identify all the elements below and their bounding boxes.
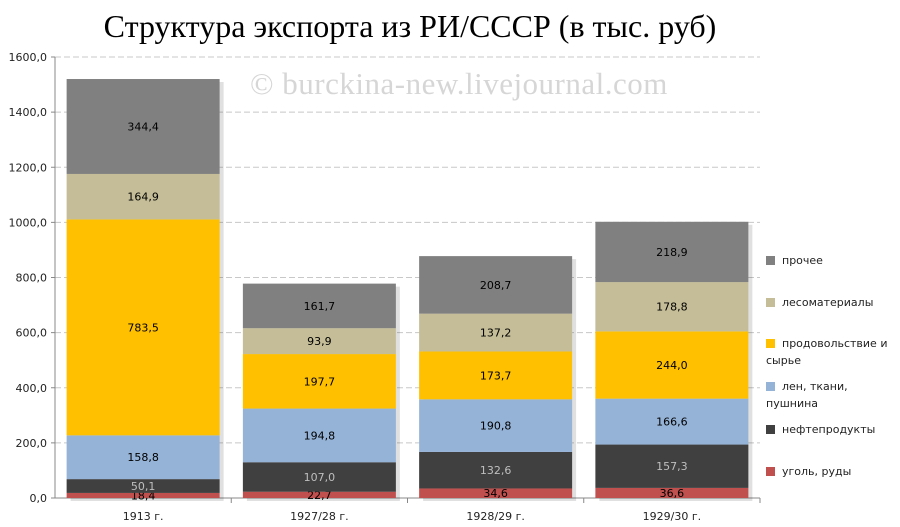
bar-segment (419, 313, 573, 352)
legend-label: нефтепродукты (782, 423, 876, 436)
bar-segment (595, 221, 749, 283)
y-tick-label: 1600,0 (9, 51, 48, 64)
bar-segment (66, 219, 220, 436)
data-label: 208,7 (480, 279, 512, 292)
bar-segment (66, 173, 220, 220)
data-label: 164,9 (127, 191, 159, 204)
legend-label: прочее (782, 254, 823, 267)
legend-item: уголь, руды (766, 463, 896, 480)
data-label: 107,0 (304, 471, 336, 484)
bar-segment (66, 79, 220, 174)
y-tick-label: 1400,0 (9, 106, 48, 119)
legend-item: лесоматериалы (766, 294, 896, 311)
data-label: 173,7 (480, 369, 512, 382)
y-tick-label: 0,0 (30, 492, 48, 505)
bar-segment (419, 351, 573, 400)
data-label: 161,7 (304, 300, 336, 313)
x-tick-label: 1928/29 г. (466, 510, 524, 523)
data-label: 190,8 (480, 420, 512, 433)
data-label: 22,7 (307, 489, 332, 502)
bar-segment (595, 444, 749, 488)
data-label: 93,9 (307, 335, 332, 348)
bar-segment (595, 331, 749, 399)
bar-segment (242, 354, 396, 409)
legend-item: продовольствие и сырье (766, 335, 896, 369)
chart-title: Структура экспорта из РИ/СССР (в тыс. ру… (103, 8, 717, 44)
legend-swatch (766, 339, 775, 348)
legend-swatch (766, 425, 775, 434)
bar-segment (242, 491, 396, 498)
data-label: 132,6 (480, 464, 512, 477)
watermark: © burckina-new.livejournal.com (250, 66, 668, 101)
bar-segment (66, 479, 220, 493)
data-label: 244,0 (656, 359, 688, 372)
data-label: 50,1 (131, 480, 156, 493)
data-label: 137,2 (480, 327, 512, 340)
data-label: 218,9 (656, 246, 688, 259)
data-label: 344,4 (127, 120, 159, 133)
legend-label: лесоматериалы (782, 296, 874, 309)
bar-segment (419, 451, 573, 489)
legend-label: лен, ткани, пушнина (766, 380, 848, 410)
bar-segment (595, 282, 749, 332)
bar-segment (242, 462, 396, 492)
legend-item: нефтепродукты (766, 421, 896, 438)
legend-swatch (766, 467, 775, 476)
y-tick-label: 600,0 (16, 327, 48, 340)
data-label: 166,6 (656, 416, 688, 429)
data-label: 178,8 (656, 301, 688, 314)
x-tick-label: 1929/30 г. (643, 510, 701, 523)
bar-segment (66, 435, 220, 480)
bar-segment (242, 283, 396, 329)
data-label: 157,3 (656, 460, 688, 473)
data-label: 34,6 (483, 487, 508, 500)
legend-swatch (766, 298, 775, 307)
bar-segment (66, 492, 220, 498)
legend-item: лен, ткани, пушнина (766, 378, 896, 412)
bar-segment (419, 488, 573, 498)
data-label: 197,7 (304, 375, 336, 388)
bar-segment (595, 398, 749, 445)
bar-segment (419, 256, 573, 314)
bar-segment (595, 487, 749, 498)
legend-swatch (766, 256, 775, 265)
data-label: 36,6 (660, 487, 685, 500)
legend-item: прочее (766, 252, 896, 269)
data-label: 158,8 (127, 451, 159, 464)
bar-segment (242, 408, 396, 463)
bar-segment (242, 328, 396, 355)
y-tick-label: 1000,0 (9, 216, 48, 229)
bar-segment (419, 399, 573, 452)
y-tick-label: 400,0 (16, 382, 48, 395)
data-label: 783,5 (127, 321, 159, 334)
legend-label: продовольствие и сырье (766, 337, 888, 367)
y-tick-label: 1200,0 (9, 161, 48, 174)
legend-swatch (766, 382, 775, 391)
x-tick-label: 1927/28 г. (290, 510, 348, 523)
y-tick-label: 200,0 (16, 437, 48, 450)
x-tick-label: 1913 г. (123, 510, 164, 523)
y-tick-label: 800,0 (16, 272, 48, 285)
legend-label: уголь, руды (782, 465, 852, 478)
data-label: 194,8 (304, 429, 336, 442)
